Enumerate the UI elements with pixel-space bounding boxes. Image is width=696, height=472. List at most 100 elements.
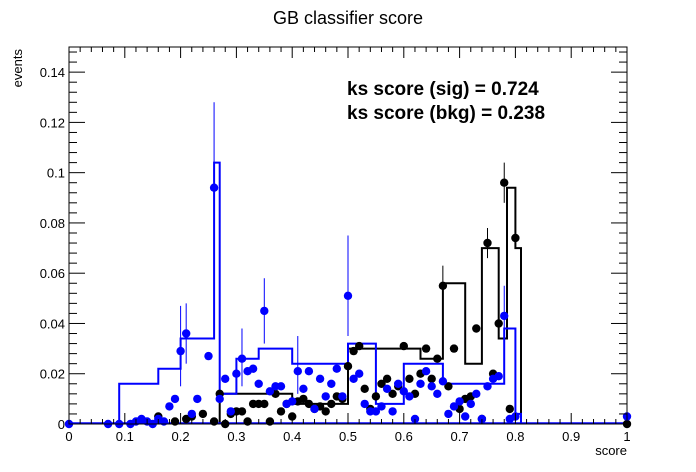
marker-s3-p61 xyxy=(455,397,464,406)
marker-s2-p43 xyxy=(421,344,431,353)
marker-s3-p44 xyxy=(360,399,369,409)
marker-s3-p66 xyxy=(483,382,492,391)
chart-title: GB classifier score xyxy=(273,8,423,28)
y-axis-title: events xyxy=(10,49,25,88)
marker-s3-p22 xyxy=(237,354,247,363)
marker-s3-p31 xyxy=(288,397,297,406)
marker-s3-p36 xyxy=(315,374,325,383)
marker-s3-p19 xyxy=(221,374,230,383)
marker-s3-p37 xyxy=(321,392,330,401)
marker-s2-p46 xyxy=(438,281,448,290)
x-tick-label-6: 0.6 xyxy=(395,429,413,444)
y-tick-label-0: 0 xyxy=(58,417,65,432)
y-tick-label-2: 0.04 xyxy=(40,316,65,331)
plot-area xyxy=(64,102,632,429)
marker-s3-p54 xyxy=(416,379,425,388)
marker-s3-p42 xyxy=(349,374,358,383)
marker-s2-p56 xyxy=(494,319,503,328)
marker-s3-p11 xyxy=(170,394,180,404)
marker-s3-p47 xyxy=(377,402,386,411)
marker-s2-p48 xyxy=(449,344,459,353)
marker-s2-p29 xyxy=(343,362,353,371)
marker-s2-p21 xyxy=(299,394,308,404)
marker-s2-p58 xyxy=(505,404,514,414)
marker-s2-p40 xyxy=(405,374,414,383)
marker-s3-p29 xyxy=(276,382,286,391)
marker-s2-p31 xyxy=(355,341,364,351)
x-tick-label-1: 0.1 xyxy=(116,429,134,444)
y-tick-label-5: 0.1 xyxy=(47,166,65,181)
x-tick-label-3: 0.3 xyxy=(227,429,245,444)
marker-s2-p37 xyxy=(388,389,397,398)
marker-s2-p52 xyxy=(472,324,481,333)
y-tick-label-1: 0.02 xyxy=(40,367,65,382)
marker-s3-p10 xyxy=(165,402,174,411)
marker-s2-p57 xyxy=(500,178,509,187)
marker-s3-p62 xyxy=(461,412,470,421)
marker-s2-p25 xyxy=(321,407,330,416)
marker-s3-p17 xyxy=(209,183,219,192)
marker-s3-p38 xyxy=(327,379,336,388)
marker-s3-p50 xyxy=(394,379,403,388)
marker-s2-p47 xyxy=(444,382,453,391)
marker-s2-p30 xyxy=(349,346,358,356)
marker-s3-p15 xyxy=(193,394,202,404)
marker-s2-p32 xyxy=(360,384,369,393)
marker-s3-p46 xyxy=(371,407,381,416)
x-axis-title: score xyxy=(595,443,627,458)
y-tick-label-7: 0.14 xyxy=(40,65,65,80)
marker-s3-p26 xyxy=(260,306,269,316)
marker-s3-p25 xyxy=(254,379,263,388)
marker-s2-p35 xyxy=(377,379,386,388)
marker-s3-p68 xyxy=(494,372,503,381)
x-tick-label-8: 0.8 xyxy=(506,429,524,444)
x-tick-label-4: 0.4 xyxy=(283,429,301,444)
y-tick-label-4: 0.08 xyxy=(40,216,65,231)
marker-s3-p49 xyxy=(388,407,397,416)
marker-s3-p32 xyxy=(293,367,302,376)
marker-s3-p48 xyxy=(382,384,392,393)
marker-s3-p14 xyxy=(187,409,196,419)
marker-s2-p22 xyxy=(304,399,314,409)
x-tick-label-0: 0 xyxy=(65,429,72,444)
marker-s3-p59 xyxy=(444,409,453,419)
x-tick-label-7: 0.7 xyxy=(451,429,469,444)
marker-s2-p36 xyxy=(382,374,392,383)
marker-s3-p56 xyxy=(427,382,436,391)
marker-s2-p45 xyxy=(433,354,442,363)
marker-s2-p39 xyxy=(399,341,408,351)
marker-s3-p57 xyxy=(433,389,442,398)
marker-s3-p16 xyxy=(204,351,213,361)
marker-s2-p26 xyxy=(327,399,336,409)
marker-s3-p20 xyxy=(226,407,235,416)
marker-s2-p14 xyxy=(260,399,269,409)
y-tick-label-6: 0.12 xyxy=(40,115,65,130)
marker-s3-p21 xyxy=(232,369,241,378)
marker-s3-p39 xyxy=(332,364,341,373)
marker-s3-p43 xyxy=(355,369,364,378)
marker-s3-p55 xyxy=(421,367,431,376)
axes: 0 0.1 0.2 0.3 0.4 0.5 0.6 0.7 0.8 0.9 1 0 0.02 0.04 0.… xyxy=(40,46,631,444)
x-tick-label-9: 0.9 xyxy=(562,429,580,444)
marker-s2-p44 xyxy=(427,374,436,383)
marker-s3-p69 xyxy=(500,311,509,321)
y-tick-label-3: 0.06 xyxy=(40,266,65,281)
x-tick-label-10: 1 xyxy=(623,429,630,444)
marker-s3-p60 xyxy=(449,402,459,411)
marker-s3-p18 xyxy=(215,394,224,404)
marker-s3-p40 xyxy=(338,392,347,401)
ks-score-bkg-label: ks score (bkg) = 0.238 xyxy=(347,103,545,124)
marker-s3-p58 xyxy=(438,377,448,386)
marker-s2-p17 xyxy=(276,407,286,416)
marker-s3-p51 xyxy=(399,387,408,396)
marker-s3-p12 xyxy=(176,346,185,356)
marker-s2-p4 xyxy=(198,409,208,419)
marker-s2-p59 xyxy=(511,233,520,243)
ks-score-sig-label: ks score (sig) = 0.724 xyxy=(347,79,539,100)
marker-s3-p35 xyxy=(310,404,319,414)
marker-s3-p52 xyxy=(405,392,414,401)
x-tick-label-5: 0.5 xyxy=(339,429,357,444)
marker-s2-p54 xyxy=(483,238,492,248)
marker-s2-p10 xyxy=(237,407,247,416)
